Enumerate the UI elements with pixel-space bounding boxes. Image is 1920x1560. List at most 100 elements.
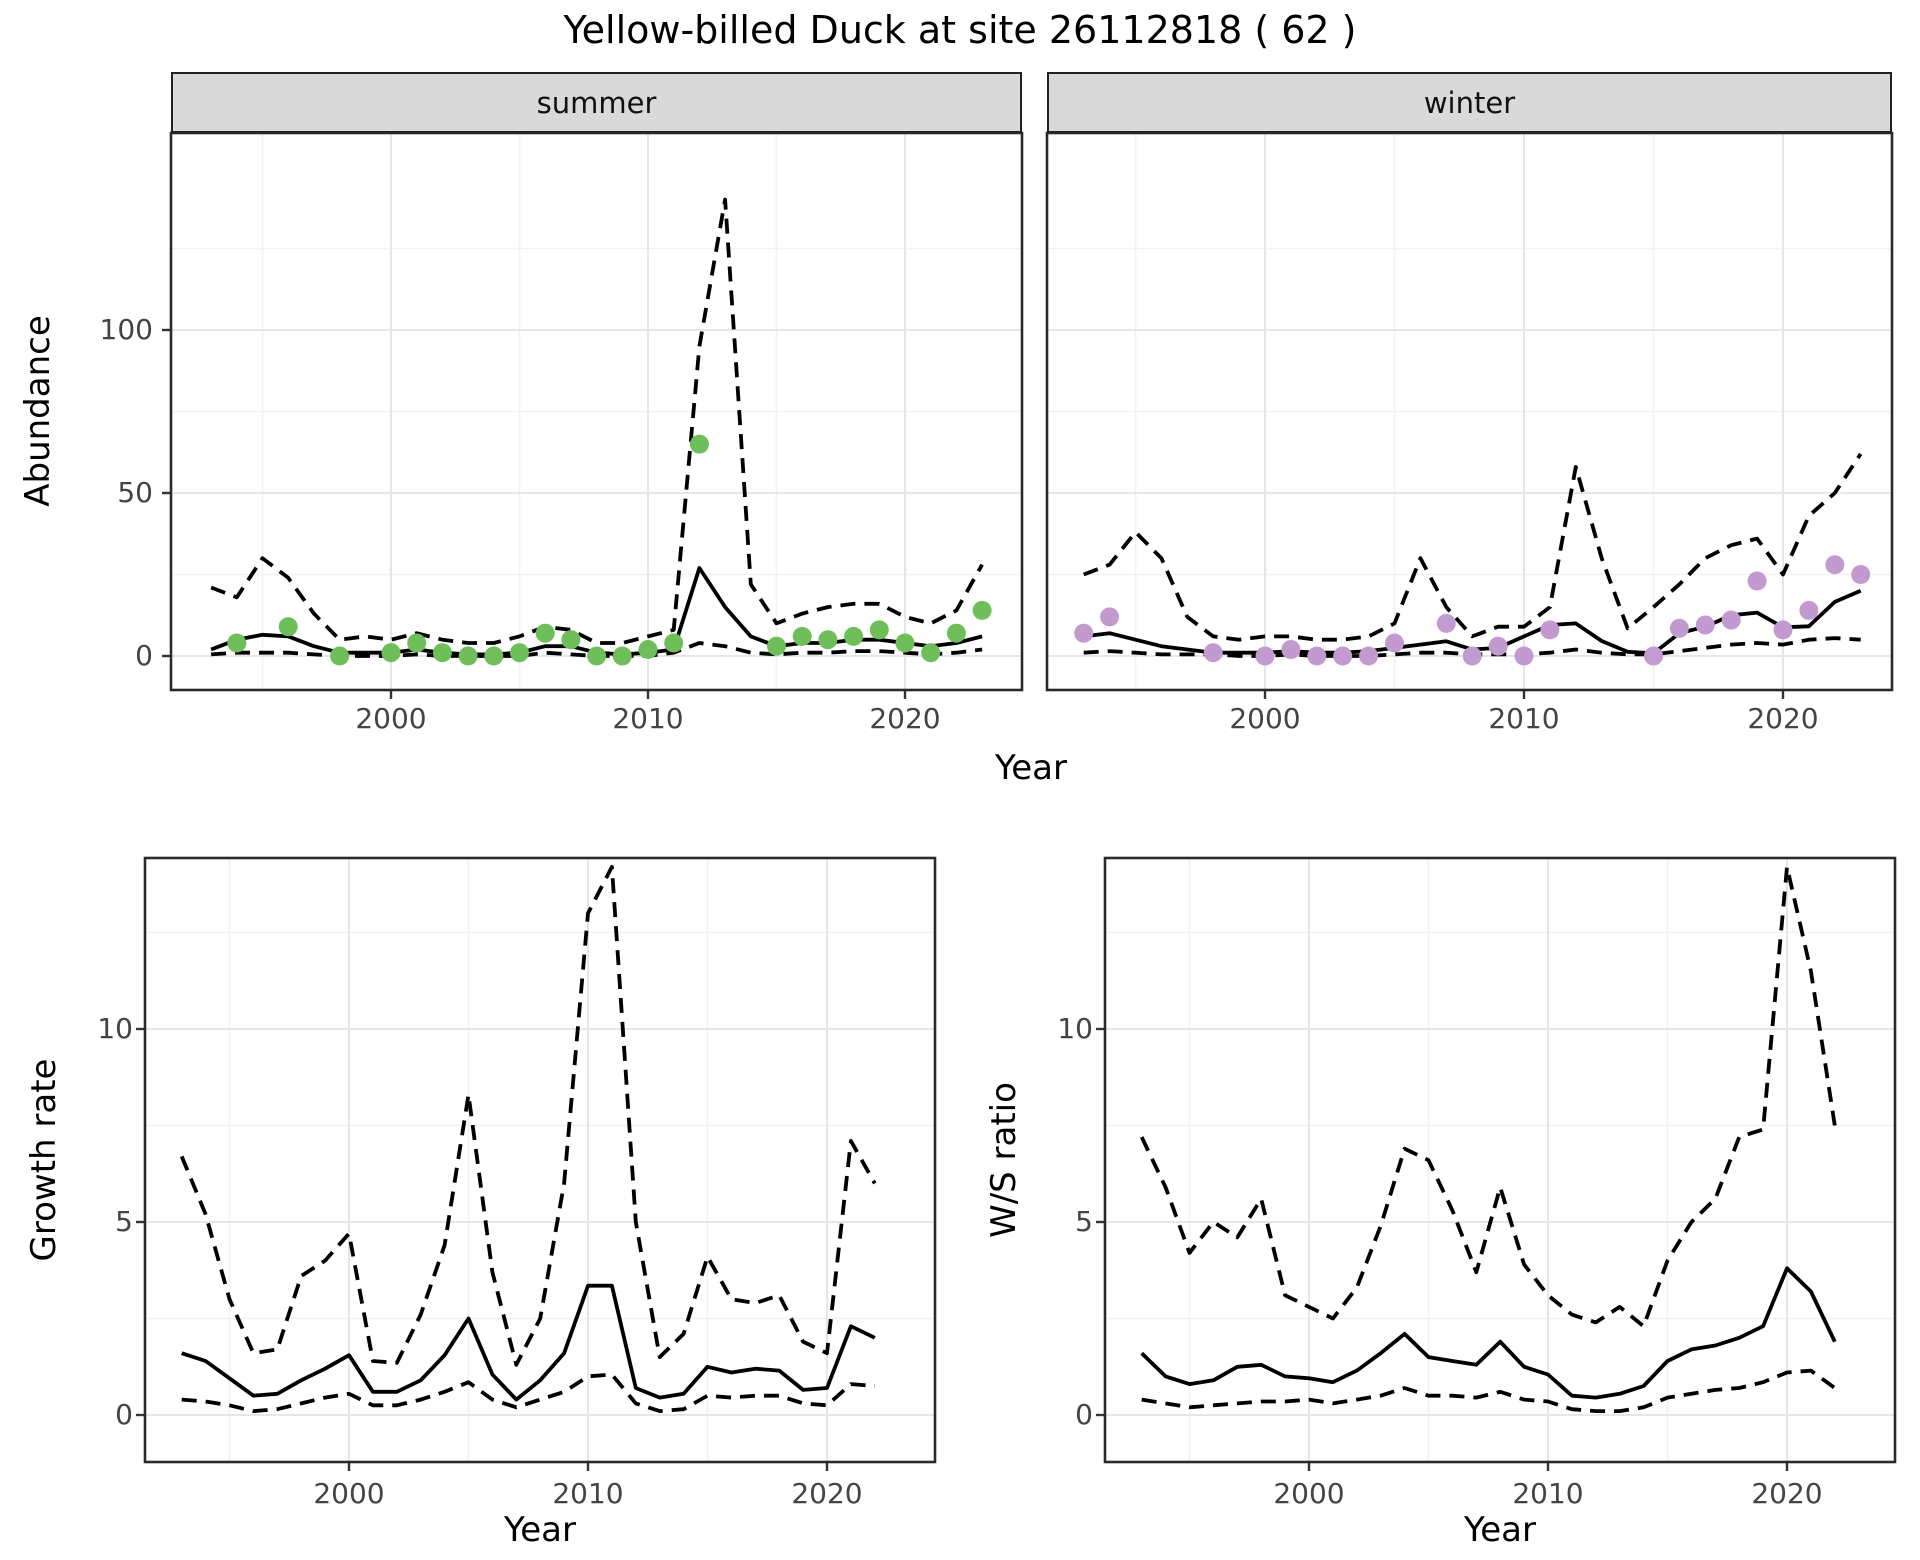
growth-tick-5: 5 — [115, 1205, 133, 1238]
observed-point — [330, 646, 350, 666]
abundance-tick-50: 50 — [117, 476, 153, 509]
ws-xtick-2010: 2010 — [1512, 1477, 1584, 1510]
observed-point — [921, 643, 941, 663]
panel-border — [143, 856, 937, 1464]
year-axis-title-growth: Year — [504, 1510, 576, 1550]
observed-point — [844, 626, 864, 646]
ws-tick-5: 5 — [1075, 1205, 1093, 1238]
observed-point — [1773, 620, 1793, 640]
year-axis-title-ws: Year — [1464, 1510, 1536, 1550]
observed-point — [1747, 571, 1767, 591]
growth-xtick-2020: 2020 — [791, 1477, 863, 1510]
abundance-tick-100: 100 — [99, 313, 153, 346]
observed-point — [1436, 613, 1456, 633]
observed-point — [278, 617, 298, 637]
growth-tick-10: 10 — [97, 1012, 133, 1045]
panel-border — [1103, 856, 1897, 1464]
growth-tick-0: 0 — [115, 1398, 133, 1431]
summer-abundance-panel-observed-points — [227, 434, 992, 666]
summer-xtick-2020: 2020 — [869, 702, 941, 735]
facet-strip-winter-label: winter — [1423, 85, 1516, 120]
observed-point — [458, 646, 478, 666]
growth-xtick-2010: 2010 — [552, 1477, 624, 1510]
growth-rate-panel-lower_ci-line — [181, 1372, 875, 1413]
facet-strip-summer: summer — [171, 72, 1022, 133]
observed-point — [484, 646, 504, 666]
observed-point — [1721, 610, 1741, 630]
gridlines — [1105, 858, 1895, 1462]
observed-point — [1074, 623, 1094, 643]
observed-point — [1644, 646, 1663, 666]
observed-point — [1514, 646, 1534, 666]
ws-ratio-panel-median-line — [1140, 1266, 1837, 1400]
observed-point — [1669, 618, 1689, 638]
growth-rate-panel — [136, 856, 937, 1471]
observed-point — [227, 633, 247, 653]
growth-xtick-2000: 2000 — [313, 1477, 385, 1510]
ws-ratio-panel-upper_ci-line — [1139, 865, 1837, 1329]
growth-rate-panel-median-line — [181, 1283, 876, 1402]
ws-xtick-2000: 2000 — [1273, 1477, 1345, 1510]
facet-strip-summer-label: summer — [536, 85, 657, 120]
observed-point — [972, 600, 992, 620]
observed-point — [1385, 633, 1404, 653]
observed-point — [1281, 640, 1301, 659]
winter-xtick-2010: 2010 — [1488, 702, 1560, 735]
winter-abundance-panel — [1045, 131, 1894, 699]
observed-point — [1851, 565, 1871, 584]
observed-point — [432, 643, 452, 663]
facet-strip-winter: winter — [1047, 72, 1892, 133]
winter-xtick-2020: 2020 — [1747, 702, 1819, 735]
ws-xtick-2020: 2020 — [1751, 1477, 1823, 1510]
observed-point — [1462, 646, 1482, 666]
observed-point — [1359, 646, 1379, 666]
panel-border — [1045, 131, 1894, 692]
observed-point — [381, 643, 401, 663]
observed-point — [818, 630, 838, 650]
summer-abundance-panel — [162, 131, 1024, 699]
observed-point — [1255, 646, 1275, 666]
panel-background — [1105, 858, 1895, 1462]
ws-tick-0: 0 — [1075, 1398, 1093, 1431]
observed-point — [1540, 620, 1560, 640]
observed-point — [1825, 555, 1845, 575]
observed-point — [1799, 600, 1819, 620]
growth-axis-title: Growth rate — [24, 1058, 64, 1262]
observed-point — [1203, 643, 1223, 663]
observed-point — [535, 623, 555, 643]
observed-point — [792, 626, 812, 646]
year-axis-title-top: Year — [995, 748, 1067, 788]
ws-axis-title: W/S ratio — [984, 1082, 1024, 1238]
panel-border — [169, 131, 1024, 692]
summer-xtick-2000: 2000 — [355, 702, 427, 735]
observed-point — [895, 633, 915, 653]
panel-background — [145, 858, 935, 1462]
winter-abundance-panel-upper_ci-line — [1083, 452, 1863, 642]
gridlines — [145, 858, 935, 1462]
observed-point — [946, 623, 966, 643]
summer-xtick-2010: 2010 — [612, 702, 684, 735]
observed-point — [587, 646, 607, 666]
observed-point — [612, 646, 632, 666]
observed-point — [561, 630, 581, 650]
observed-point — [1488, 636, 1508, 656]
winter-xtick-2000: 2000 — [1229, 702, 1301, 735]
ws-ratio-panel — [1096, 856, 1897, 1471]
winter-abundance-panel-observed-points — [1074, 555, 1871, 666]
observed-point — [510, 643, 529, 663]
summer-abundance-panel-upper_ci-line — [210, 197, 984, 645]
ws-tick-10: 10 — [1057, 1012, 1093, 1045]
observed-point — [407, 633, 427, 653]
abundance-tick-0: 0 — [135, 639, 153, 672]
observed-point — [638, 640, 658, 659]
observed-point — [689, 434, 709, 454]
page-title: Yellow-billed Duck at site 26112818 ( 62… — [563, 8, 1357, 52]
observed-point — [1695, 615, 1715, 635]
observed-point — [1100, 607, 1120, 627]
observed-point — [869, 620, 889, 640]
observed-point — [1333, 646, 1353, 666]
observed-point — [664, 633, 684, 653]
observed-point — [1307, 646, 1327, 666]
